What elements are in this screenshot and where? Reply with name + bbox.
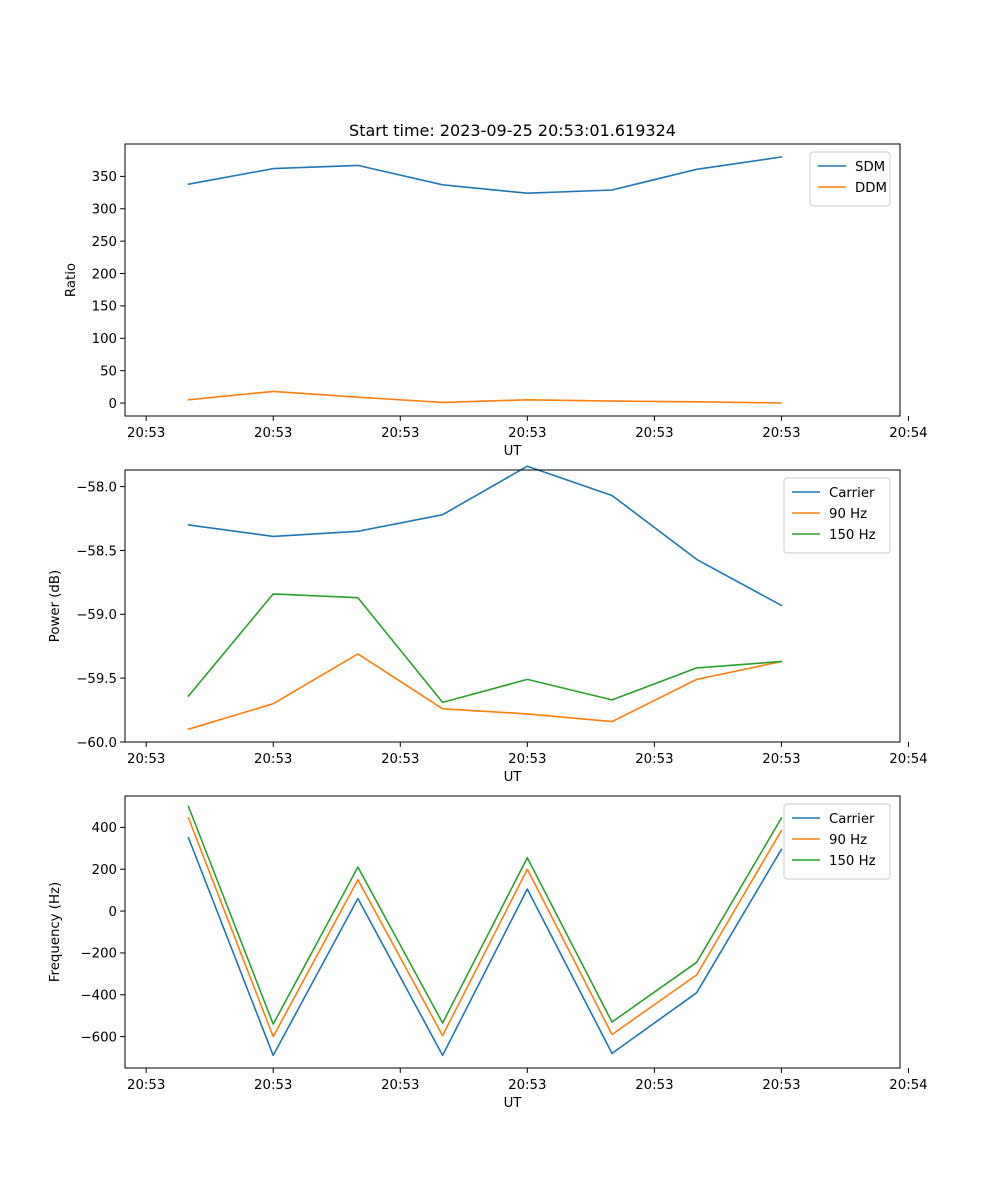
x-tick-label: 20:53 [127, 752, 165, 767]
y-tick-label: 300 [92, 203, 117, 218]
y-tick-label: −58.0 [76, 480, 117, 495]
y-axis-label: Power (dB) [48, 570, 63, 642]
y-tick-label: −58.5 [76, 544, 117, 559]
x-tick-label: 20:53 [762, 752, 800, 767]
x-tick-label: 20:53 [508, 1078, 546, 1093]
y-tick-label: 0 [109, 397, 117, 412]
y-tick-label: −200 [80, 947, 117, 962]
subplot-2: 20:53 20:53 20:53 20:53 20:53 20:53 20:54 −60.0… [48, 465, 928, 785]
y-tick-label: −600 [80, 1030, 117, 1045]
x-tick-label: 20:53 [508, 752, 546, 767]
x-tick-label: 20:53 [762, 426, 800, 441]
y-tick-label: 150 [92, 300, 117, 315]
legend-label-150-hz: 150 Hz [829, 854, 876, 869]
y-tick-label: −59.0 [76, 608, 117, 623]
x-tick-label: 20:53 [254, 426, 292, 441]
x-axis-label: UT [504, 444, 523, 459]
series-line-150-hz [187, 593, 783, 704]
series-line-carrier [187, 465, 783, 607]
legend-label-carrier: Carrier [829, 486, 875, 501]
x-tick-label: 20:53 [381, 752, 419, 767]
legend: SDM DDM [809, 151, 891, 207]
x-tick-label: 20:53 [508, 426, 546, 441]
y-tick-label: 100 [92, 332, 117, 347]
y-tick-label: −59.5 [76, 672, 117, 687]
y-tick-label: 250 [92, 235, 117, 250]
y-tick-label: 350 [92, 170, 117, 185]
y-tick-label: 0 [109, 905, 117, 920]
y-axis-label: Ratio [64, 263, 79, 297]
subplot-1: 20:53 20:53 20:53 20:53 20:53 20:53 20:54 0 50 10… [64, 121, 928, 459]
y-tick-label: 200 [92, 267, 117, 282]
x-tick-label: 20:53 [635, 426, 673, 441]
legend: Carrier 90 Hz 150 Hz [783, 803, 891, 880]
legend-label-sdm: SDM [855, 160, 885, 175]
legend-label-150-hz: 150 Hz [829, 528, 876, 543]
x-tick-label: 20:53 [381, 1078, 419, 1093]
axes-frame [124, 795, 901, 1069]
x-tick-label: 20:54 [889, 426, 927, 441]
x-tick-label: 20:53 [127, 1078, 165, 1093]
chart-title: Start time: 2023-09-25 20:53:01.619324 [349, 121, 676, 140]
axes-frame [124, 143, 901, 417]
y-axis-label: Frequency (Hz) [48, 882, 63, 982]
legend-label-ddm: DDM [855, 181, 887, 196]
x-tick-label: 20:53 [254, 1078, 292, 1093]
y-tick-label: −400 [80, 989, 117, 1004]
x-tick-label: 20:53 [254, 752, 292, 767]
legend-label-90-hz: 90 Hz [829, 507, 867, 522]
x-tick-label: 20:54 [889, 752, 927, 767]
series-line-sdm [187, 156, 783, 194]
x-tick-label: 20:53 [127, 426, 165, 441]
x-tick-label: 20:53 [635, 752, 673, 767]
y-tick-label: 400 [92, 821, 117, 836]
x-tick-label: 20:53 [635, 1078, 673, 1093]
y-tick-label: 50 [100, 364, 117, 379]
x-tick-label: 20:54 [889, 1078, 927, 1093]
x-tick-label: 20:53 [762, 1078, 800, 1093]
series-line-90-hz [187, 653, 783, 731]
x-axis-label: UT [504, 770, 523, 785]
series-line-ddm [187, 390, 783, 404]
y-tick-label: 200 [92, 863, 117, 878]
x-axis-label: UT [504, 1096, 523, 1111]
axes-frame [124, 469, 901, 743]
legend: Carrier 90 Hz 150 Hz [783, 477, 891, 554]
series-line-90-hz [187, 816, 783, 1038]
y-tick-label: −60.0 [76, 736, 117, 751]
series-line-150-hz [187, 805, 783, 1025]
legend-label-90-hz: 90 Hz [829, 833, 867, 848]
legend-label-carrier: Carrier [829, 812, 875, 827]
x-tick-label: 20:53 [381, 426, 419, 441]
series-line-carrier [187, 836, 783, 1057]
subplot-3: 20:53 20:53 20:53 20:53 20:53 20:53 20:54 −600 −… [48, 795, 928, 1111]
